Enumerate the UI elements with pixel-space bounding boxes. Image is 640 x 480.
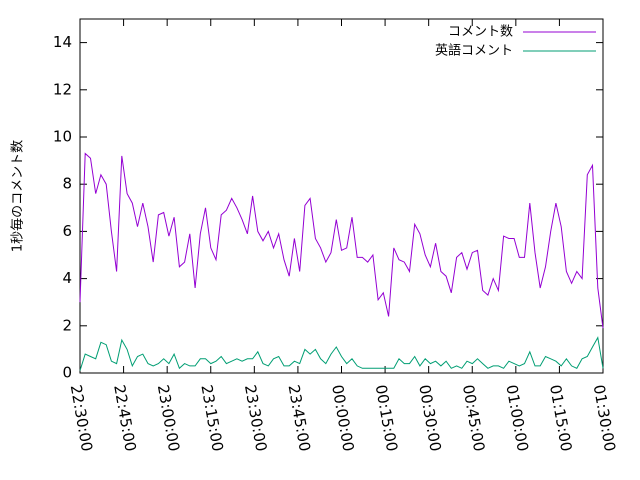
x-tick-label: 23:15:00: [197, 383, 226, 452]
x-tick-label: 23:45:00: [285, 383, 314, 452]
y-tick-label: 0: [62, 364, 72, 382]
y-tick-label: 12: [53, 80, 72, 98]
y-tick-label: 6: [62, 222, 72, 240]
x-tick-label: 00:00:00: [328, 383, 357, 452]
x-tick-label: 00:45:00: [459, 383, 488, 452]
x-tick-label: 01:15:00: [546, 383, 575, 452]
y-tick-label: 14: [53, 33, 72, 51]
series-line: [79, 152, 604, 329]
x-tick-label: 23:30:00: [241, 383, 270, 452]
x-tick-label: 22:45:00: [110, 383, 139, 452]
legend-label: コメント数: [448, 25, 513, 40]
legend-label: 英語コメント: [435, 43, 513, 59]
y-tick-label: 8: [62, 175, 72, 193]
x-tick-label: 00:15:00: [372, 383, 401, 452]
series-line: [79, 336, 604, 371]
x-tick-label: 01:00:00: [502, 383, 531, 452]
y-tick-label: 10: [53, 128, 72, 146]
y-axis-label: 1秒毎のコメント数: [10, 140, 26, 252]
plot-border: [79, 18, 604, 374]
x-tick-label: 00:30:00: [415, 383, 444, 452]
y-tick-label: 2: [62, 316, 72, 334]
x-tick-label: 22:30:00: [67, 383, 96, 452]
y-tick-label: 4: [62, 269, 72, 287]
x-tick-label: 23:00:00: [154, 383, 183, 452]
x-tick-label: 01:30:00: [590, 383, 619, 452]
